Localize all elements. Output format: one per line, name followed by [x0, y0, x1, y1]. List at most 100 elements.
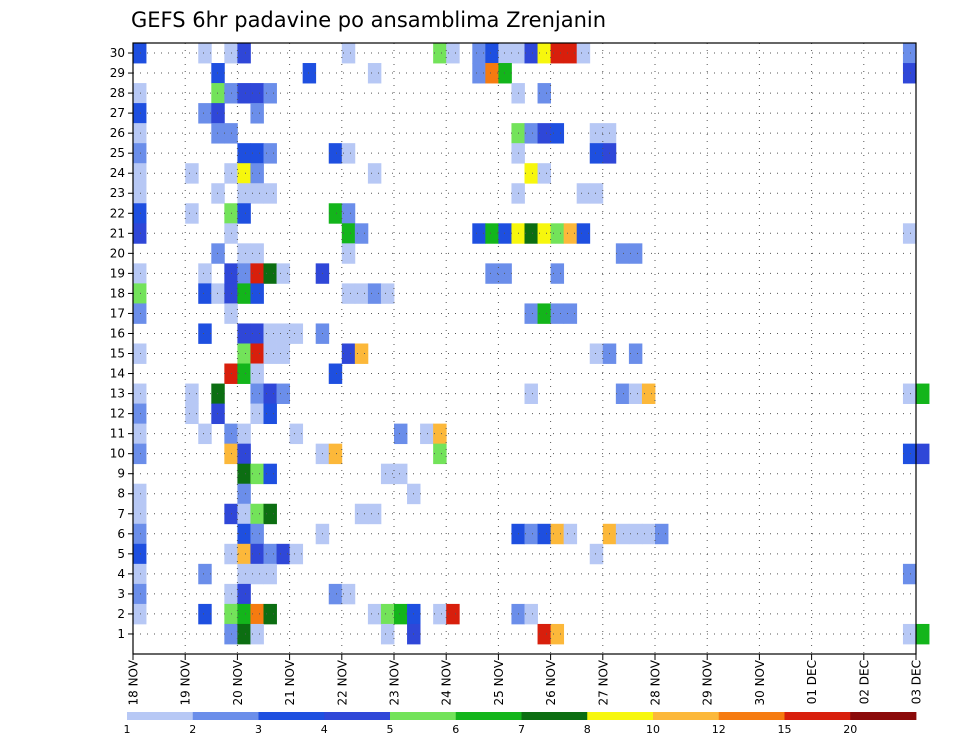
y-tick-label: 3 [117, 587, 125, 601]
heatmap-cell [446, 43, 460, 64]
colorbar-swatch [455, 712, 522, 720]
heatmap-cell [263, 543, 277, 565]
heatmap-cell [211, 283, 225, 304]
heatmap-cell [524, 43, 538, 64]
heatmap-cell [250, 183, 264, 204]
colorbar-label: 5 [387, 723, 394, 736]
y-tick-label: 9 [117, 467, 125, 481]
heatmap-cell [237, 203, 251, 224]
heatmap-cell [133, 503, 147, 525]
heatmap-cell [133, 203, 147, 224]
y-tick-label: 23 [110, 186, 125, 200]
heatmap-cell [263, 503, 277, 525]
colorbar-label: 4 [321, 723, 328, 736]
y-tick-label: 24 [110, 166, 125, 180]
heatmap-cell [289, 423, 304, 445]
heatmap-cell [250, 323, 264, 344]
colorbar-label: 3 [255, 723, 262, 736]
heatmap-cell [615, 523, 630, 545]
heatmap-cell [237, 183, 251, 204]
y-tick-label: 10 [110, 447, 125, 461]
heatmap-cell [498, 263, 512, 284]
heatmap-cell [276, 323, 290, 344]
heatmap-cell [237, 443, 251, 465]
heatmap-cell [563, 223, 578, 244]
y-tick-label: 17 [110, 306, 125, 320]
heatmap-cell [133, 523, 147, 545]
heatmap-cell [237, 603, 251, 625]
heatmap-cell [902, 623, 917, 645]
heatmap-cell [341, 143, 356, 164]
heatmap-cell [902, 443, 917, 465]
heatmap-cell [263, 323, 277, 344]
heatmap-cell [198, 423, 212, 445]
heatmap-cell [628, 523, 643, 545]
heatmap-cell [341, 343, 356, 364]
heatmap-cell [354, 503, 369, 525]
heatmap-cell [198, 263, 212, 284]
heatmap-cell [133, 43, 147, 64]
colorbar-label: 20 [843, 723, 857, 736]
heatmap-cell [563, 43, 578, 64]
y-tick-label: 16 [110, 326, 125, 340]
heatmap-cell [498, 63, 512, 84]
heatmap-cell [550, 123, 565, 144]
y-tick-label: 22 [110, 206, 125, 220]
heatmap-cell [250, 83, 264, 104]
heatmap-cell [420, 423, 434, 445]
y-tick-label: 13 [110, 387, 125, 401]
heatmap-cell [916, 623, 930, 645]
heatmap-cell [133, 183, 147, 204]
heatmap-cell [341, 43, 356, 64]
colorbar-swatch [850, 712, 917, 720]
plot-frame [132, 42, 917, 655]
y-tick-label: 14 [110, 367, 125, 381]
x-tick-label: 20 NOV [231, 659, 245, 705]
heatmap-cell [133, 383, 147, 404]
colorbar-swatch [521, 712, 588, 720]
y-tick-label: 5 [117, 547, 125, 561]
heatmap-cell [237, 43, 251, 64]
heatmap-cell [198, 323, 212, 344]
heatmap-cell [211, 123, 225, 144]
colorbar-swatch [390, 712, 457, 720]
y-tick-label: 6 [117, 527, 125, 541]
heatmap-cell [250, 163, 264, 184]
heatmap-cell [576, 223, 591, 244]
colorbar-label: 8 [584, 723, 591, 736]
heatmap-cell [250, 543, 264, 565]
heatmap-cell [341, 583, 356, 605]
heatmap-cell [211, 243, 225, 264]
heatmap-cell [250, 563, 264, 585]
y-tick-label: 2 [117, 607, 125, 621]
colorbar-label: 1 [124, 723, 131, 736]
heatmap-cell [394, 463, 408, 485]
heatmap-cell [250, 363, 264, 384]
heatmap-cell [237, 423, 251, 445]
y-tick-label: 29 [110, 66, 125, 80]
heatmap-cell [576, 183, 591, 204]
y-tick-label: 21 [110, 226, 125, 240]
heatmap-cell [367, 503, 382, 525]
heatmap-cell [263, 403, 277, 425]
x-axis-ticks: 18 NOV 19 NOV 20 NOV 21 NOV 22 NOV 23 NOV 24 N… [127, 654, 924, 706]
heatmap-cell [133, 423, 147, 445]
heatmap-cell [133, 563, 147, 585]
heatmap-cell [367, 63, 382, 84]
heatmap-cell [263, 603, 277, 625]
x-tick-label: 26 NOV [544, 659, 558, 705]
y-tick-label: 30 [110, 46, 125, 60]
heatmap-cell [563, 303, 578, 324]
heatmap-cell [133, 483, 147, 505]
heatmap-cell [589, 143, 604, 164]
heatmap-cell [472, 43, 486, 64]
heatmap-cell [276, 383, 290, 404]
heatmap-cell [250, 623, 264, 645]
heatmap-cell [328, 143, 343, 164]
x-tick-label: 18 NOV [127, 659, 141, 705]
heatmap-cell [498, 43, 512, 64]
heatmap-cell [485, 43, 499, 64]
x-tick-label: 21 NOV [283, 659, 297, 705]
heatmap-cell [641, 383, 656, 404]
heatmap-cell [628, 243, 643, 264]
